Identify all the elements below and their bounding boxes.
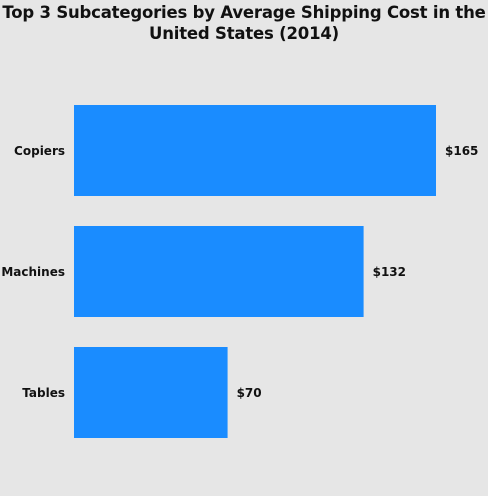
category-label-copiers: Copiers [14, 144, 65, 158]
category-label-tables: Tables [22, 386, 65, 400]
value-label-tables: $70 [237, 386, 262, 400]
bar-machines [74, 226, 364, 317]
category-label-machines: Machines [1, 265, 65, 279]
value-label-machines: $132 [373, 265, 406, 279]
bar-copiers [74, 105, 436, 196]
bar-tables [74, 347, 228, 438]
value-label-copiers: $165 [445, 144, 478, 158]
